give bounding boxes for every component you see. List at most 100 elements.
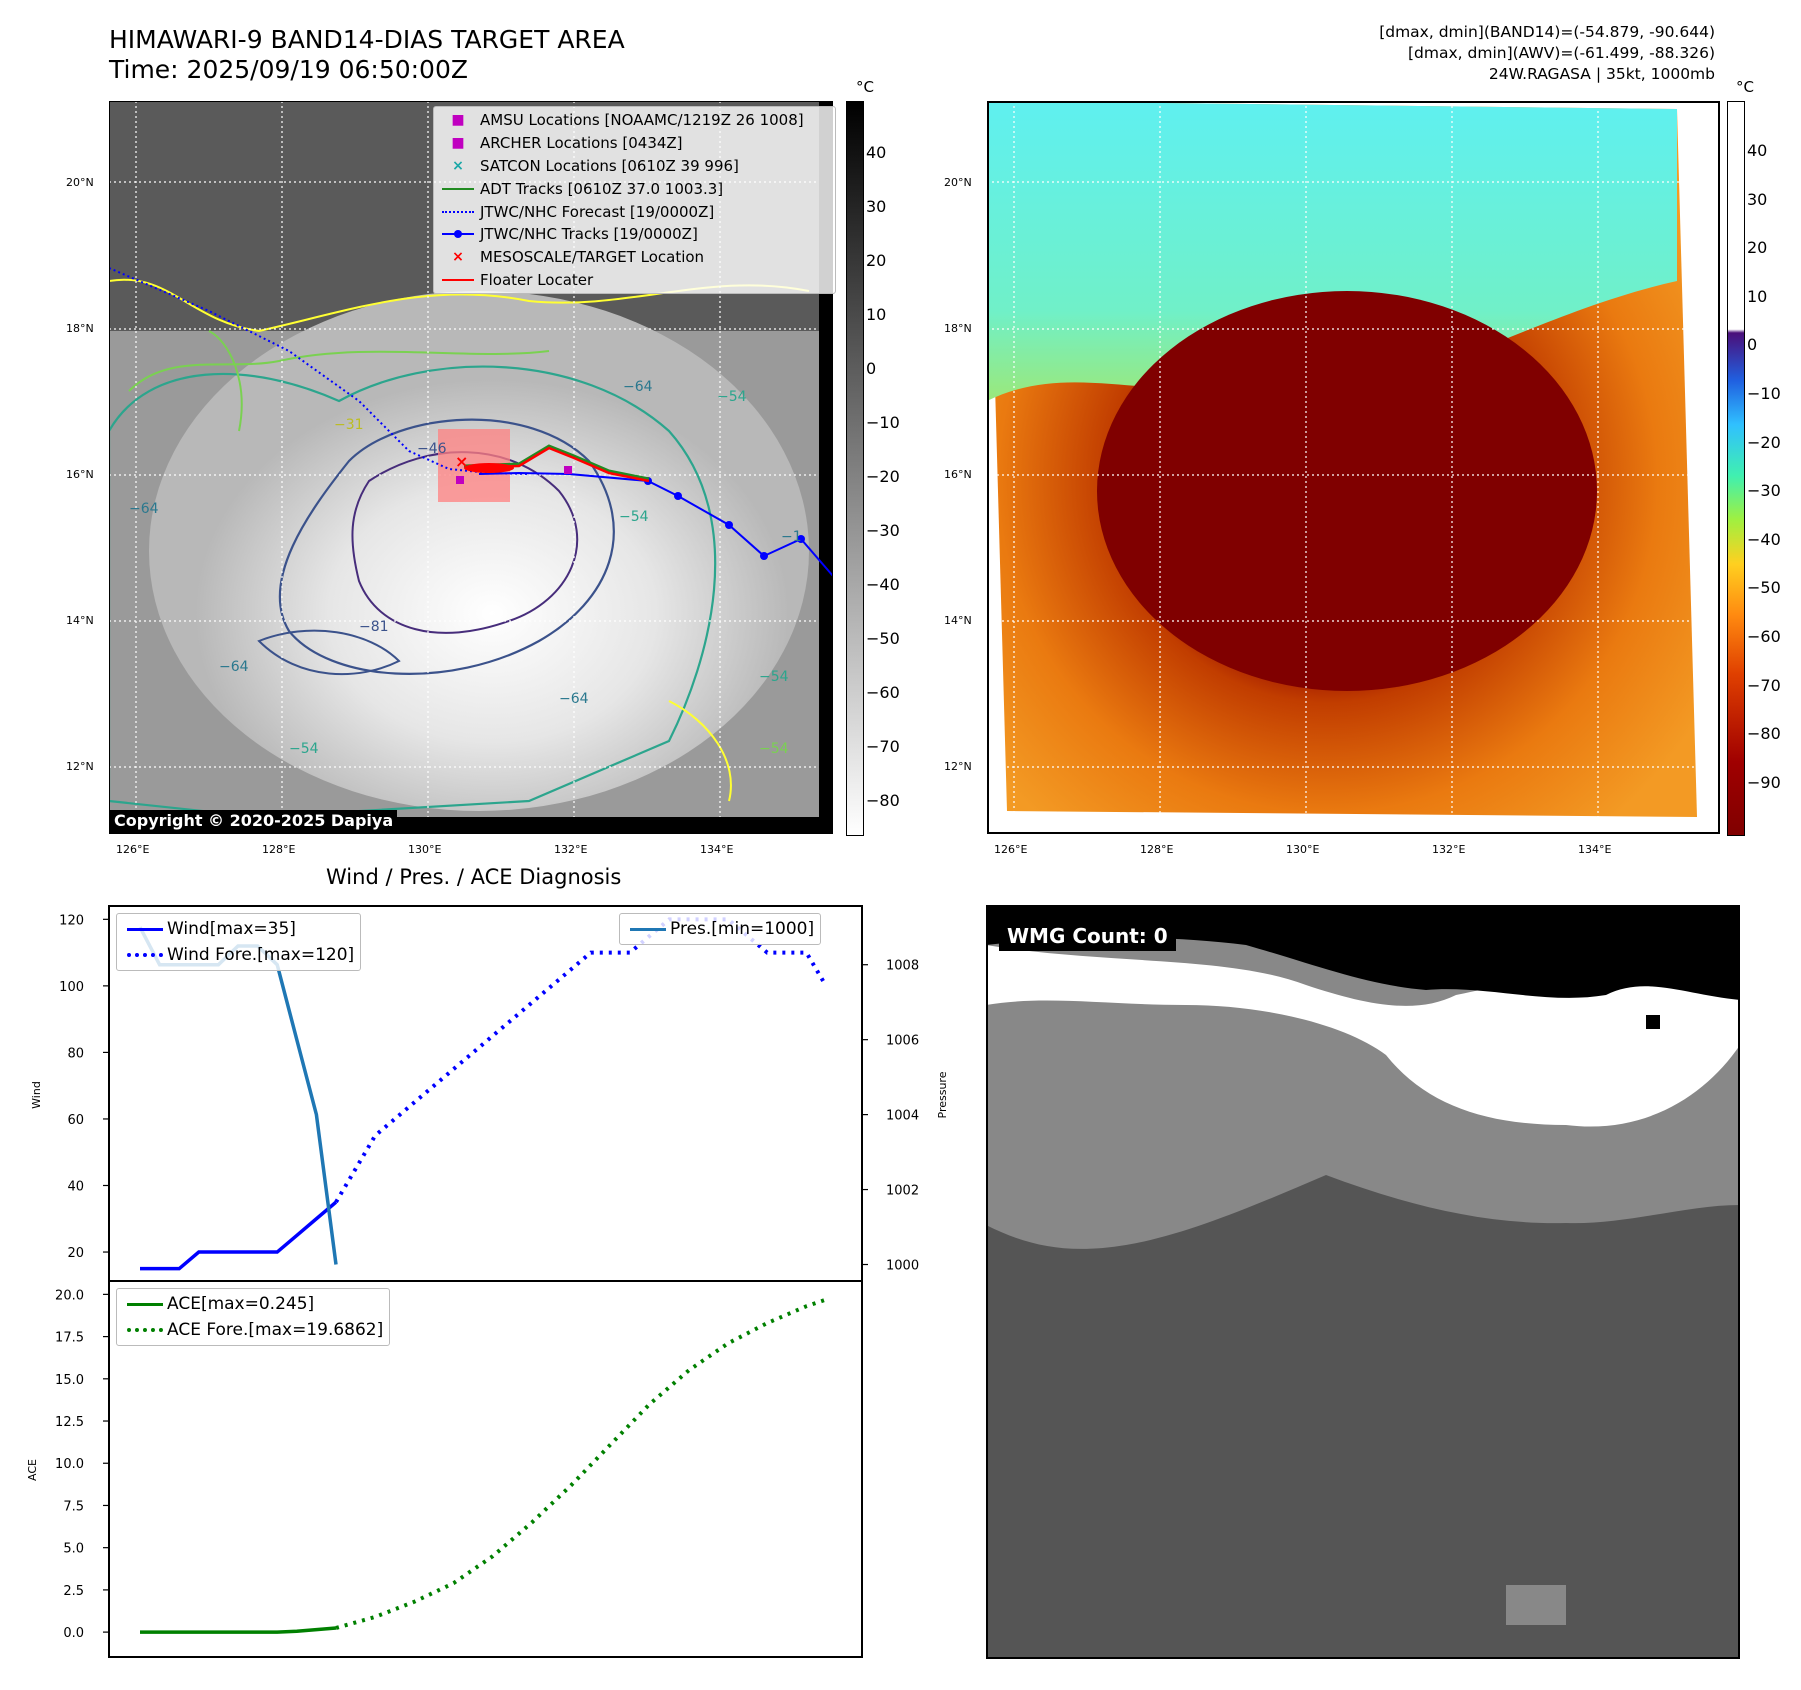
contour-label: −46 — [417, 441, 447, 457]
lat-label: 12°N — [66, 760, 94, 773]
lat-label: 14°N — [944, 614, 972, 627]
lat-label: 14°N — [66, 614, 94, 627]
awv-map — [987, 101, 1720, 834]
y-tick-label: 1000 — [886, 1259, 919, 1274]
colorbar-tick-label: 30 — [1747, 189, 1768, 209]
colorbar-tick-label: −60 — [866, 683, 900, 702]
y-tick-label: 100 — [59, 980, 84, 995]
ace-panel-frame — [108, 1280, 863, 1658]
pressure-line-icon — [626, 918, 670, 940]
ir-colorbar — [846, 101, 864, 836]
contour-label: −54 — [717, 389, 747, 405]
contour-label: −81 — [359, 619, 389, 635]
legend-entry-tracks: JTWC/NHC Tracks [19/0000Z] — [436, 223, 833, 246]
figure-time: Time: 2025/09/19 06:50:00Z — [109, 55, 468, 84]
lon-label: 128°E — [1140, 843, 1174, 856]
colorbar-tick-label: −20 — [866, 467, 900, 486]
colorbar-tick-label: −50 — [866, 629, 900, 648]
contour-label: −64 — [559, 691, 589, 707]
colorbar-tick-label: −40 — [866, 575, 900, 594]
lat-label: 16°N — [944, 468, 972, 481]
wind-line-icon — [123, 918, 167, 940]
ir-colorbar-unit: °C — [856, 78, 874, 96]
legend-entry-floater: Floater Locater — [436, 269, 833, 292]
ace-legend: ACE[max=0.245] ACE Fore.[max=19.6862] — [116, 1288, 391, 1346]
wmg-panel — [986, 905, 1740, 1659]
y-tick-label: 0.0 — [63, 1626, 84, 1641]
ace-series-line — [140, 1626, 337, 1634]
lat-label: 18°N — [66, 322, 94, 335]
y-tick-label: 1004 — [886, 1109, 919, 1124]
legend-entry-amsu: ■ AMSU Locations [NOAAMC/1219Z 26 1008] — [436, 109, 833, 132]
y-tick-label: 120 — [59, 913, 84, 928]
ace-line-icon — [123, 1293, 167, 1315]
colorbar-tick-label: −60 — [1747, 627, 1781, 646]
ir-legend: ■ AMSU Locations [NOAAMC/1219Z 26 1008] ■… — [433, 106, 836, 295]
pressure-legend: Pres.[min=1000] — [619, 913, 822, 945]
colorbar-tick-label: −30 — [1747, 481, 1781, 501]
colorbar-tick-label: 20 — [1747, 238, 1768, 258]
y-tick-label: 20 — [67, 1246, 84, 1261]
track-line-icon — [436, 223, 480, 245]
lat-label: 12°N — [944, 760, 972, 773]
ace-forecast-series-line — [335, 1297, 827, 1630]
y-tick-label: 1002 — [886, 1184, 919, 1199]
legend-entry-forecast: JTWC/NHC Forecast [19/0000Z] — [436, 200, 833, 223]
lon-label: 126°E — [994, 843, 1028, 856]
contour-label: −64 — [129, 501, 159, 517]
band14-range: [dmax, dmin](BAND14)=(-54.879, -90.644) — [1379, 23, 1715, 41]
colorbar-tick-label: −20 — [1747, 432, 1781, 452]
copyright: Copyright © 2020-2025 Dapiya — [110, 810, 398, 831]
lat-label: 20°N — [944, 176, 972, 189]
colorbar-tick-label: −10 — [1747, 384, 1781, 403]
contour-label: −54 — [289, 741, 319, 757]
wind-forecast-line-icon — [123, 944, 167, 966]
ace-forecast-line-icon — [123, 1319, 167, 1341]
awv-range: [dmax, dmin](AWV)=(-61.499, -88.326) — [1408, 44, 1715, 62]
colorbar-tick-label: −30 — [866, 521, 900, 540]
y-tick-label: 12.5 — [55, 1415, 84, 1430]
colorbar-tick-label: −80 — [866, 791, 900, 810]
colorbar-tick-label: 10 — [1747, 286, 1768, 306]
lon-label: 130°E — [408, 843, 442, 856]
legend-entry-ace-forecast: ACE Fore.[max=19.6862] — [123, 1317, 383, 1343]
contour-label: −64 — [623, 379, 653, 395]
lon-label: 126°E — [116, 843, 150, 856]
ace-axis-label: ACE — [26, 1459, 39, 1481]
pressure-axis-label: Pressure — [936, 1071, 949, 1118]
legend-entry-pressure: Pres.[min=1000] — [626, 916, 814, 942]
y-tick-label: 7.5 — [63, 1499, 84, 1514]
legend-entry-satcon: × SATCON Locations [0610Z 39 996] — [436, 155, 833, 178]
colorbar-tick-label: 30 — [866, 197, 887, 216]
wind-forecast-series-line — [334, 917, 828, 1204]
adt-line-icon — [436, 178, 480, 200]
colorbar-tick-label: −80 — [1747, 724, 1781, 744]
contour-label: −64 — [219, 659, 249, 675]
lon-label: 128°E — [262, 843, 296, 856]
figure-title: HIMAWARI-9 BAND14-DIAS TARGET AREA — [109, 25, 625, 54]
y-tick-label: 80 — [67, 1046, 84, 1061]
colorbar-tick-label: 0 — [866, 359, 877, 378]
legend-entry-wind-forecast: Wind Fore.[max=120] — [123, 942, 354, 968]
y-tick-label: 1008 — [886, 959, 919, 974]
wind-axis-label: Wind — [30, 1081, 43, 1109]
y-tick-label: 15.0 — [55, 1373, 84, 1388]
colorbar-tick-label: −90 — [1747, 772, 1781, 792]
awv-colorbar-unit: °C — [1736, 78, 1754, 96]
pressure-series-line — [138, 926, 338, 1265]
colorbar-tick-label: −50 — [1747, 578, 1781, 598]
y-tick-label: 60 — [67, 1113, 84, 1128]
lat-label: 18°N — [944, 322, 972, 335]
lat-label: 16°N — [66, 468, 94, 481]
contour-label: −54 — [619, 509, 649, 525]
legend-entry-archer: ■ ARCHER Locations [0434Z] — [436, 132, 833, 155]
colorbar-tick-label: −70 — [1747, 675, 1781, 695]
y-tick-label: 5.0 — [63, 1542, 84, 1557]
y-tick-label: 20.0 — [55, 1288, 84, 1303]
y-tick-label: 40 — [67, 1179, 84, 1194]
lon-label: 134°E — [700, 843, 734, 856]
contour-label: −31 — [334, 417, 364, 433]
lat-label: 20°N — [66, 176, 94, 189]
mesoscale-marker-icon: × — [452, 249, 464, 266]
svg-text:×: × — [455, 452, 468, 471]
